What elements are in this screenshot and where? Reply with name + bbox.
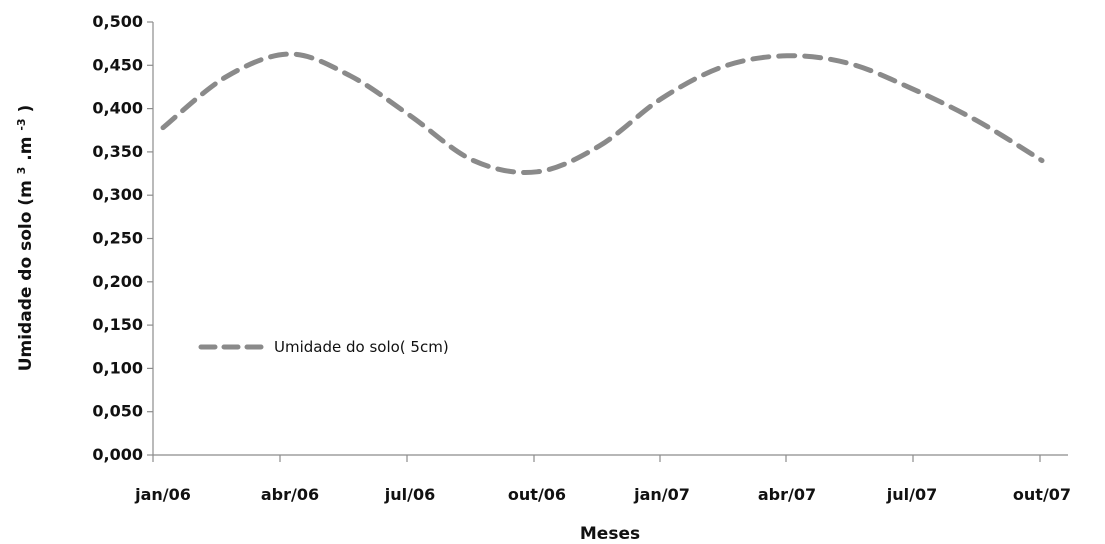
x-axis-title: Meses xyxy=(580,524,640,544)
y-axis-title-base: Umidade do solo (m xyxy=(16,180,36,371)
y-tick-label: 0,100 xyxy=(92,358,143,377)
y-axis-title-end: ) xyxy=(16,105,36,113)
x-tick-label: jan/06 xyxy=(134,485,191,504)
y-axis-title-middle: .m xyxy=(16,137,36,161)
y-axis-title-superscript-2: -3 xyxy=(15,118,28,130)
y-tick-label: 0,350 xyxy=(92,142,143,161)
y-tick-label: 0,450 xyxy=(92,55,143,74)
y-tick-label: 0,300 xyxy=(92,185,143,204)
legend-label: Umidade do solo( 5cm) xyxy=(274,338,449,356)
y-tick-label: 0,050 xyxy=(92,402,143,421)
x-tick-label: abr/07 xyxy=(758,485,816,504)
y-tick-label: 0,400 xyxy=(92,99,143,118)
x-tick-label: jul/07 xyxy=(886,485,937,504)
y-tick-label: 0,000 xyxy=(92,445,143,464)
series-line-umidade-5cm xyxy=(160,51,1045,175)
x-tick-label: abr/06 xyxy=(261,485,319,504)
y-axis-title-superscript-1: 3 xyxy=(15,167,28,175)
x-tick-label: out/07 xyxy=(1013,485,1071,504)
y-ticks-group: 0,000 0,050 0,100 0,150 0,200 0,250 0,300 0,350… xyxy=(92,12,153,464)
series-group xyxy=(160,51,1045,175)
y-axis-title: Umidade do solo (m 3 .m -3 ) xyxy=(15,105,37,372)
axes-group xyxy=(152,22,1068,456)
y-tick-label: 0,500 xyxy=(92,12,143,31)
y-tick-label: 0,150 xyxy=(92,315,143,334)
x-tick-label: out/06 xyxy=(508,485,566,504)
x-tick-label: jan/07 xyxy=(633,485,690,504)
x-ticks-group: jan/06 abr/06 jul/06 out/06 jan/07 abr/07 jul/… xyxy=(134,455,1071,504)
x-tick-label: jul/06 xyxy=(384,485,435,504)
y-tick-label: 0,200 xyxy=(92,272,143,291)
legend: Umidade do solo( 5cm) xyxy=(198,338,449,356)
y-tick-label: 0,250 xyxy=(92,229,143,248)
